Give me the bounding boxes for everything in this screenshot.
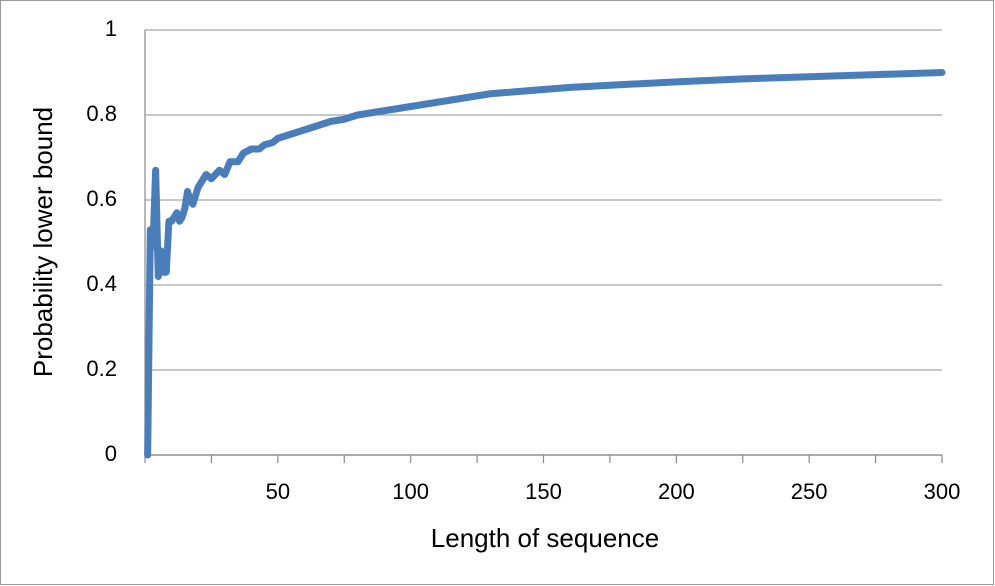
y-tick-label: 0 (105, 441, 117, 466)
x-tick-label: 200 (658, 479, 695, 504)
x-tick-label: 100 (392, 479, 429, 504)
y-axis-label: Probability lower bound (28, 107, 58, 377)
x-tick-label: 50 (266, 479, 290, 504)
y-tick-label: 0.4 (86, 271, 117, 296)
x-tick-label: 300 (924, 479, 961, 504)
y-tick-label: 0.8 (86, 101, 117, 126)
y-tick-label: 0.2 (86, 356, 117, 381)
y-tick-label: 0.6 (86, 186, 117, 211)
series-line (144, 69, 946, 459)
x-axis-label: Length of sequence (431, 523, 659, 553)
y-tick-label: 1 (105, 16, 117, 41)
x-tick-label: 150 (525, 479, 562, 504)
x-tick-label: 250 (791, 479, 828, 504)
